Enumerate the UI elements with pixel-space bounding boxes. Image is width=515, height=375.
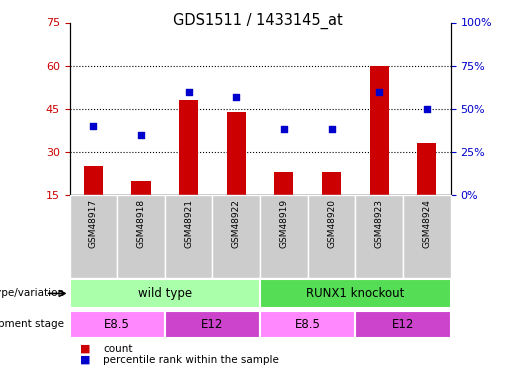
Bar — [70, 279, 260, 308]
Bar — [417, 143, 436, 195]
Bar — [274, 172, 294, 195]
Bar — [84, 166, 103, 195]
Text: GSM48924: GSM48924 — [422, 199, 431, 248]
Text: genotype/variation: genotype/variation — [0, 288, 64, 298]
Text: GSM48920: GSM48920 — [327, 199, 336, 248]
Text: ■: ■ — [80, 355, 94, 365]
Text: RUNX1 knockout: RUNX1 knockout — [306, 287, 405, 300]
Bar — [227, 112, 246, 195]
Point — [232, 94, 241, 100]
Point — [137, 132, 145, 138]
Text: E12: E12 — [201, 318, 224, 331]
Text: development stage: development stage — [0, 320, 64, 329]
Bar — [403, 195, 451, 278]
Point — [375, 88, 383, 94]
Bar — [322, 172, 341, 195]
Bar — [307, 195, 355, 278]
Point — [184, 88, 193, 94]
Bar — [70, 311, 165, 338]
Bar — [131, 181, 150, 195]
Point — [280, 126, 288, 132]
Text: GSM48917: GSM48917 — [89, 199, 98, 248]
Bar — [212, 195, 260, 278]
Bar — [260, 279, 451, 308]
Text: GSM48923: GSM48923 — [375, 199, 384, 248]
Bar — [370, 66, 389, 195]
Point — [328, 126, 336, 132]
Text: wild type: wild type — [138, 287, 192, 300]
Text: E12: E12 — [392, 318, 414, 331]
Text: GSM48922: GSM48922 — [232, 199, 241, 248]
Bar — [117, 195, 165, 278]
Bar — [260, 311, 355, 338]
Point — [423, 106, 431, 112]
Bar — [165, 195, 212, 278]
Text: ■: ■ — [80, 344, 94, 354]
Text: E8.5: E8.5 — [295, 318, 321, 331]
Text: count: count — [103, 344, 132, 354]
Text: E8.5: E8.5 — [104, 318, 130, 331]
Bar — [70, 195, 117, 278]
Point — [89, 123, 97, 129]
Text: GDS1511 / 1433145_at: GDS1511 / 1433145_at — [173, 13, 342, 29]
Text: percentile rank within the sample: percentile rank within the sample — [103, 355, 279, 365]
Bar — [355, 311, 451, 338]
Bar — [355, 195, 403, 278]
Text: GSM48921: GSM48921 — [184, 199, 193, 248]
Text: GSM48918: GSM48918 — [136, 199, 145, 248]
Bar — [260, 195, 308, 278]
Text: GSM48919: GSM48919 — [280, 199, 288, 248]
Bar — [165, 311, 260, 338]
Bar — [179, 100, 198, 195]
